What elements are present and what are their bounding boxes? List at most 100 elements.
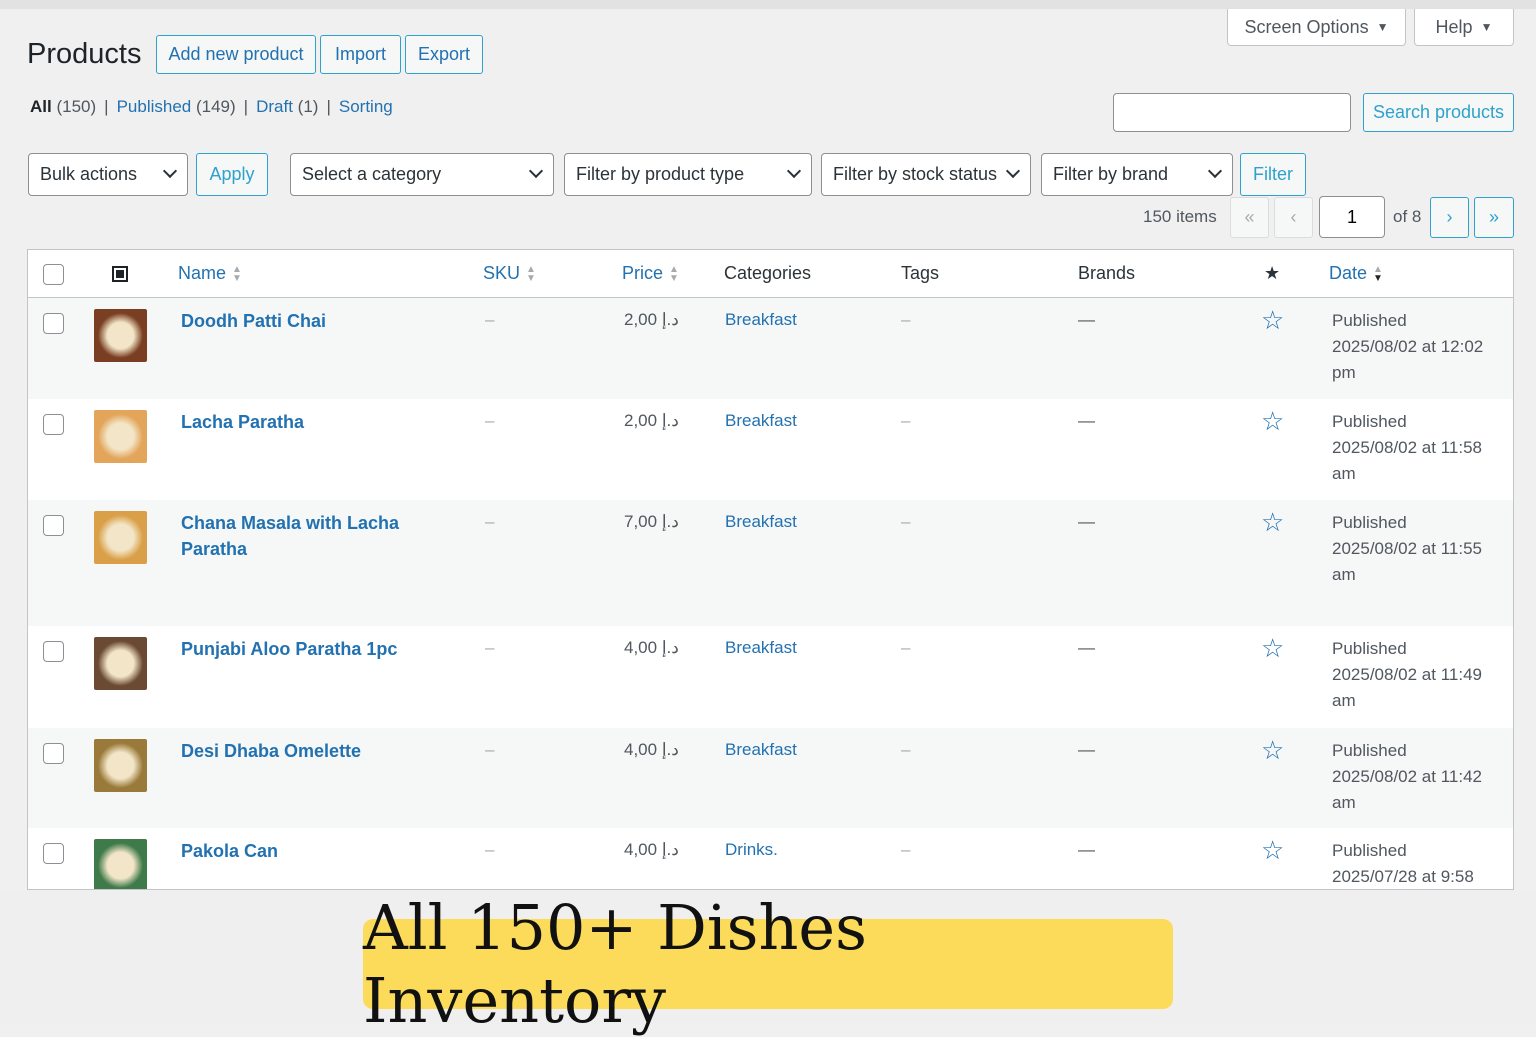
prev-page-button: ‹ [1274, 197, 1313, 238]
category-link[interactable]: Breakfast [725, 512, 797, 531]
featured-star-icon[interactable]: ☆ [1261, 305, 1285, 335]
date-value: Published 2025/08/02 at 11:55 am [1332, 513, 1482, 584]
view-filters: All (150) | Published (149) | Draft (1) | S… [30, 97, 393, 116]
table-row: Desi Dhaba Omelette – 4,00 د.إ Breakfast… [28, 728, 1513, 828]
product-thumbnail[interactable] [94, 309, 147, 362]
featured-star-icon[interactable]: ☆ [1261, 735, 1285, 765]
category-link[interactable]: Drinks. [725, 840, 778, 859]
next-page-button[interactable]: › [1430, 197, 1469, 238]
view-sorting[interactable]: Sorting [338, 97, 393, 116]
current-page-input[interactable] [1319, 196, 1385, 238]
row-checkbox[interactable] [43, 641, 64, 662]
image-column-icon [112, 266, 128, 282]
featured-star-icon[interactable]: ☆ [1261, 507, 1285, 537]
view-all[interactable]: All (150) [30, 97, 97, 116]
screen-options-label: Screen Options [1244, 16, 1369, 37]
screen-options-button[interactable]: Screen Options ▼ [1227, 9, 1406, 46]
featured-star-icon[interactable]: ☆ [1261, 406, 1285, 436]
export-button[interactable]: Export [405, 35, 483, 74]
sku-value: – [485, 411, 495, 430]
price-value: 2,00 د.إ [624, 310, 679, 329]
date-value: Published 2025/08/02 at 11:58 am [1332, 412, 1482, 483]
price-value: 4,00 د.إ [624, 840, 679, 859]
product-thumbnail[interactable] [94, 637, 147, 690]
row-checkbox[interactable] [43, 843, 64, 864]
table-row: Punjabi Aloo Paratha 1pc – 4,00 د.إ Brea… [28, 626, 1513, 728]
table-row: Pakola Can – 4,00 د.إ Drinks. – — ☆ Publ… [28, 828, 1513, 889]
brand-label: Filter by brand [1053, 164, 1169, 184]
sku-value: – [485, 310, 495, 329]
sort-icon: ▲ ▼ [669, 264, 679, 285]
chevron-down-icon [1207, 163, 1223, 179]
product-name-link[interactable]: Punjabi Aloo Paratha 1pc [181, 639, 398, 659]
featured-star-icon[interactable]: ☆ [1261, 633, 1285, 663]
row-checkbox[interactable] [43, 313, 64, 334]
filter-button[interactable]: Filter [1240, 153, 1306, 196]
product-thumbnail[interactable] [94, 511, 147, 564]
sku-value: – [485, 740, 495, 759]
category-link[interactable]: Breakfast [725, 740, 797, 759]
tags-value: – [901, 840, 911, 859]
table-header: Name ▲ ▼ SKU ▲ ▼ Price ▲ ▼ Categories Tags Bra… [28, 250, 1513, 298]
select-all-checkbox[interactable] [43, 264, 64, 285]
product-name-link[interactable]: Desi Dhaba Omelette [181, 741, 362, 761]
view-draft[interactable]: Draft (1) [256, 97, 319, 116]
product-name-link[interactable]: Chana Masala with Lacha Paratha [181, 513, 400, 559]
featured-column-icon[interactable]: ★ [1264, 263, 1281, 283]
items-count: 150 items [1143, 207, 1217, 226]
column-price[interactable]: Price ▲ ▼ [622, 263, 679, 285]
help-button[interactable]: Help ▼ [1414, 9, 1514, 46]
brands-value: — [1078, 638, 1095, 657]
featured-star-icon[interactable]: ☆ [1261, 835, 1285, 865]
column-name[interactable]: Name ▲ ▼ [178, 263, 242, 285]
add-new-product-button[interactable]: Add new product [156, 35, 316, 74]
category-link[interactable]: Breakfast [725, 411, 797, 430]
table-row: Doodh Patti Chai – 2,00 د.إ Breakfast – … [28, 298, 1513, 399]
price-value: 4,00 د.إ [624, 740, 679, 759]
column-date[interactable]: Date ▲ ▼ [1329, 263, 1383, 285]
product-name-link[interactable]: Pakola Can [181, 841, 279, 861]
column-brands: Brands [1078, 263, 1136, 283]
date-value: Published 2025/07/28 at 9:58 [1332, 841, 1474, 886]
brands-value: — [1078, 411, 1095, 430]
caret-down-icon: ▼ [1480, 20, 1493, 34]
sort-icon: ▲ ▼ [232, 264, 242, 285]
category-link[interactable]: Breakfast [725, 310, 797, 329]
product-thumbnail[interactable] [94, 739, 147, 792]
product-thumbnail[interactable] [94, 839, 147, 889]
price-value: 2,00 د.إ [624, 411, 679, 430]
category-link[interactable]: Breakfast [725, 638, 797, 657]
apply-button[interactable]: Apply [196, 153, 268, 196]
brand-select[interactable]: Filter by brand [1041, 153, 1233, 196]
product-type-select[interactable]: Filter by product type [564, 153, 812, 196]
last-page-button[interactable]: » [1474, 197, 1514, 238]
chevron-down-icon [528, 163, 544, 179]
product-name-link[interactable]: Doodh Patti Chai [181, 311, 326, 331]
stock-status-label: Filter by stock status [833, 164, 998, 184]
bulk-actions-label: Bulk actions [40, 164, 138, 184]
bulk-actions-select[interactable]: Bulk actions [28, 153, 188, 196]
product-name-link[interactable]: Lacha Paratha [181, 412, 305, 432]
brands-value: — [1078, 310, 1095, 329]
import-button[interactable]: Import [320, 35, 401, 74]
table-row: Lacha Paratha – 2,00 د.إ Breakfast – — ☆… [28, 399, 1513, 500]
product-thumbnail[interactable] [94, 410, 147, 463]
row-checkbox[interactable] [43, 743, 64, 764]
chevron-down-icon [162, 163, 178, 179]
search-products-button[interactable]: Search products [1363, 93, 1514, 132]
search-input[interactable] [1113, 93, 1351, 132]
tags-value: – [901, 310, 911, 329]
sku-value: – [485, 840, 495, 859]
category-select[interactable]: Select a category [290, 153, 554, 196]
banner-caption: All 150+ Dishes Inventory [363, 891, 1173, 1037]
tags-value: – [901, 638, 911, 657]
row-checkbox[interactable] [43, 515, 64, 536]
row-checkbox[interactable] [43, 414, 64, 435]
top-bar [0, 0, 1536, 9]
sort-icon: ▲ ▼ [526, 264, 536, 285]
date-value: Published 2025/08/02 at 11:42 am [1332, 741, 1482, 812]
column-sku[interactable]: SKU ▲ ▼ [483, 263, 536, 285]
view-published[interactable]: Published (149) [116, 97, 236, 116]
tags-value: – [901, 740, 911, 759]
stock-status-select[interactable]: Filter by stock status [821, 153, 1031, 196]
